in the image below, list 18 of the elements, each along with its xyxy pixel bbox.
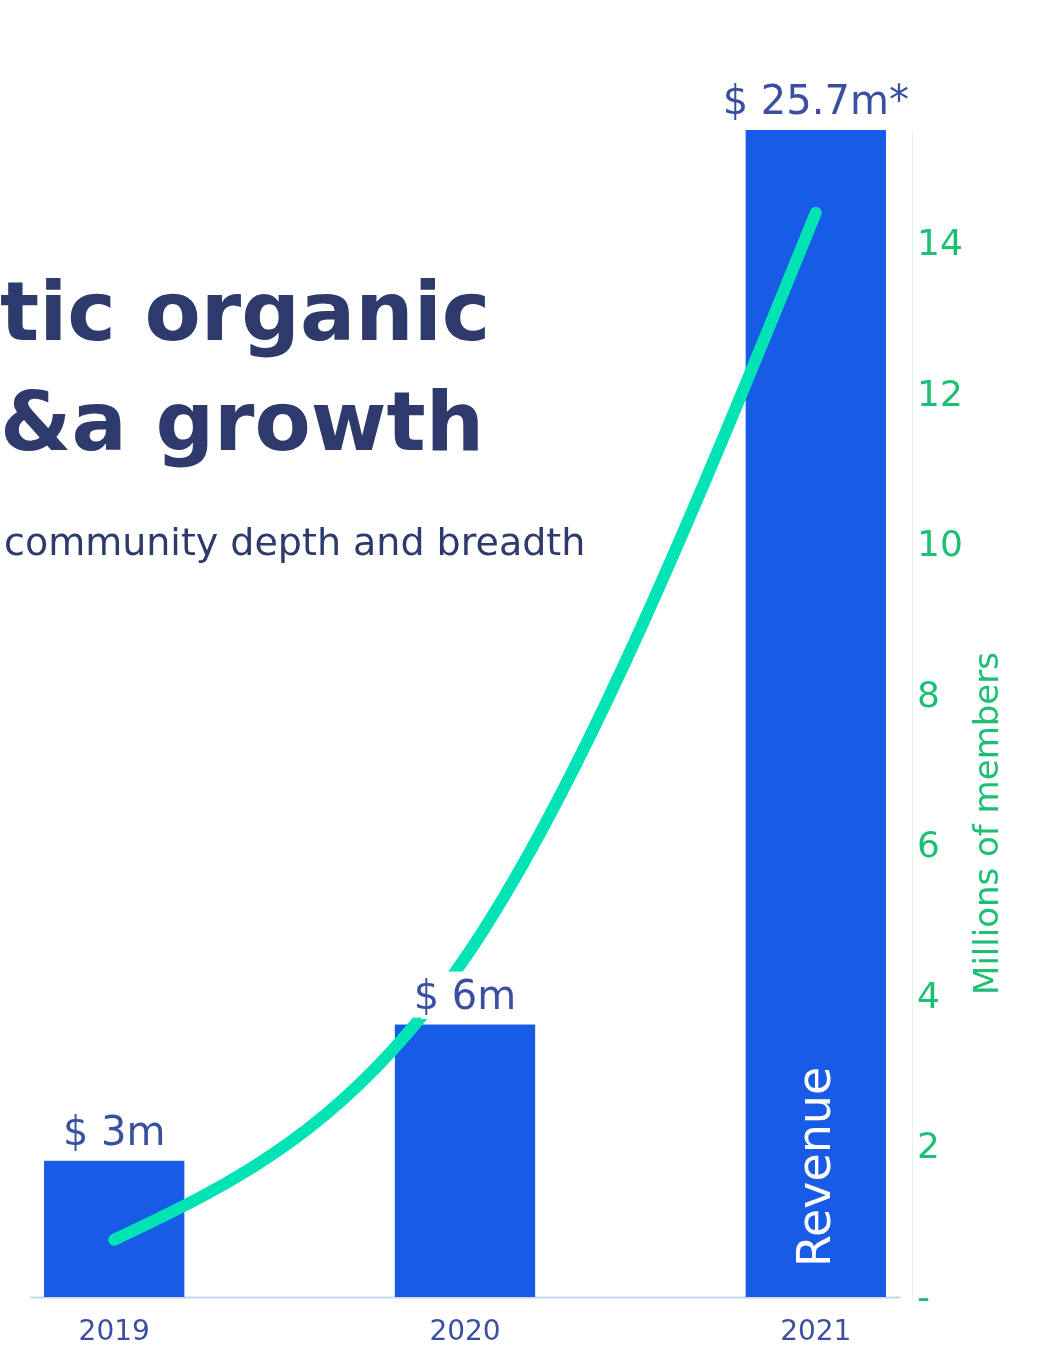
series-label: Revenue xyxy=(786,1066,841,1267)
y2-tick-label: 14 xyxy=(917,221,963,263)
data-label: $ 6m xyxy=(413,971,517,1018)
y2-tick-label: 12 xyxy=(917,372,963,414)
data-label: $ 25.7m* xyxy=(722,77,909,123)
y2-tick-label: 6 xyxy=(917,824,940,866)
y2-tick-label: 2 xyxy=(917,1125,940,1167)
y2-axis-title: Millions of members xyxy=(966,652,1006,995)
y2-tick-label: - xyxy=(917,1276,930,1318)
x-tick-label: 2021 xyxy=(780,1314,852,1347)
text: tic organic &a growth xyxy=(0,264,491,469)
x-tick-label: 2019 xyxy=(78,1314,150,1347)
y2-tick-label: 4 xyxy=(917,974,940,1016)
data-label: $ 3m xyxy=(62,1107,166,1154)
y2-tick-label: 8 xyxy=(917,673,940,715)
x-tick-label: 2020 xyxy=(429,1314,501,1347)
text: community depth and breadth xyxy=(4,520,586,564)
y2-tick-label: 10 xyxy=(917,523,963,565)
